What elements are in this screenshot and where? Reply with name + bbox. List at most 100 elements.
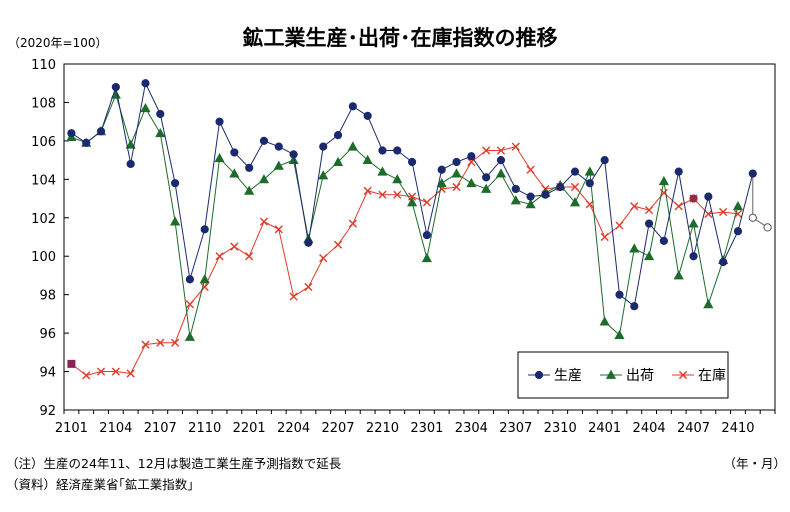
data-point	[200, 225, 209, 234]
data-point	[615, 290, 624, 299]
data-point	[482, 173, 491, 182]
data-point	[244, 185, 255, 195]
x-tick-label: 2101	[55, 421, 88, 436]
x-tick-label: 2210	[366, 421, 399, 436]
data-point	[392, 174, 403, 184]
data-point	[245, 252, 254, 261]
data-point	[393, 190, 402, 199]
data-point	[289, 150, 298, 159]
data-point	[467, 152, 476, 161]
series-layer	[66, 79, 772, 380]
data-point	[319, 142, 328, 151]
y-tick-label: 92	[39, 404, 56, 419]
data-point	[126, 159, 135, 169]
data-point	[229, 168, 240, 178]
data-point	[600, 232, 609, 242]
x-axis-label: （年・月）	[723, 456, 786, 471]
data-point	[495, 168, 507, 178]
chart-title: 鉱工業生産･出荷･在庫指数の推移	[243, 26, 558, 50]
forecast-point	[763, 223, 772, 232]
data-point	[556, 182, 565, 192]
x-tick-label: 2110	[188, 421, 221, 436]
y-tick-label: 98	[39, 289, 56, 304]
data-point	[289, 292, 298, 301]
y-axis: 92 94 96 98 100 102 104 106 108 110	[31, 58, 69, 419]
data-point	[141, 79, 150, 88]
x-tick-label: 2410	[721, 421, 754, 436]
x-axis: 2101 2104 2107 2110 2201 2204 2207 2210 2301 2304…	[55, 410, 776, 436]
data-point	[481, 183, 492, 193]
data-point	[82, 138, 91, 147]
x-tick-label: 2401	[588, 421, 621, 436]
data-point	[584, 166, 595, 176]
data-point	[155, 127, 166, 138]
forecast-point	[748, 213, 757, 222]
data-point	[96, 367, 106, 376]
data-point	[570, 182, 580, 192]
data-point	[304, 238, 313, 247]
legend-marker-在庫	[678, 370, 688, 380]
overlap-marker	[689, 194, 698, 203]
x-tick-label: 2310	[544, 421, 577, 436]
data-point	[185, 300, 195, 309]
data-point	[170, 216, 181, 226]
data-point	[199, 274, 210, 284]
data-point	[125, 139, 136, 149]
data-point	[644, 250, 655, 261]
data-point	[511, 184, 520, 194]
data-point	[348, 102, 357, 111]
data-point	[185, 275, 195, 284]
data-point	[585, 200, 594, 209]
data-point	[421, 252, 432, 263]
y-tick-label: 100	[31, 250, 56, 265]
data-point	[363, 111, 372, 121]
note-source: （資料）経済産業省｢鉱工業指数｣	[6, 477, 194, 492]
data-point	[436, 177, 447, 188]
y-tick-label: 96	[39, 327, 56, 342]
data-point	[333, 131, 343, 140]
data-point	[569, 197, 581, 207]
x-tick-label: 2407	[677, 421, 710, 436]
data-point	[644, 205, 654, 215]
data-point	[452, 157, 461, 167]
y-tick-label: 110	[31, 58, 56, 73]
data-point	[437, 165, 446, 174]
data-point	[748, 169, 757, 178]
data-point	[719, 207, 728, 217]
x-tick-label: 2104	[99, 421, 132, 436]
x-tick-label: 2307	[499, 421, 532, 436]
data-point	[273, 160, 284, 170]
data-point	[482, 146, 491, 155]
data-point	[451, 168, 462, 178]
data-point	[215, 117, 224, 126]
data-point	[347, 141, 358, 151]
legend-label: 生産	[554, 368, 582, 384]
data-point	[630, 202, 639, 211]
series-line	[71, 81, 754, 308]
data-point	[585, 179, 594, 188]
data-point	[422, 230, 432, 240]
data-point	[332, 156, 344, 166]
unit-label: （2020年=100）	[8, 36, 108, 50]
data-point	[674, 202, 683, 211]
legend: 生産 出荷 在庫	[517, 351, 729, 399]
series-出荷	[66, 89, 744, 341]
data-point	[704, 209, 713, 219]
data-point	[541, 190, 550, 199]
data-point	[407, 157, 417, 167]
y-tick-label: 102	[31, 212, 56, 227]
data-point	[156, 338, 165, 347]
data-point	[156, 109, 165, 119]
data-point	[362, 154, 373, 165]
data-point	[511, 142, 520, 151]
data-point	[719, 257, 728, 267]
data-point	[466, 177, 477, 188]
data-point	[170, 338, 180, 347]
data-point	[215, 252, 224, 261]
y-tick-label: 104	[31, 173, 56, 188]
data-point	[96, 127, 106, 136]
data-point	[348, 219, 357, 228]
data-point	[378, 146, 387, 155]
data-point	[674, 167, 683, 176]
